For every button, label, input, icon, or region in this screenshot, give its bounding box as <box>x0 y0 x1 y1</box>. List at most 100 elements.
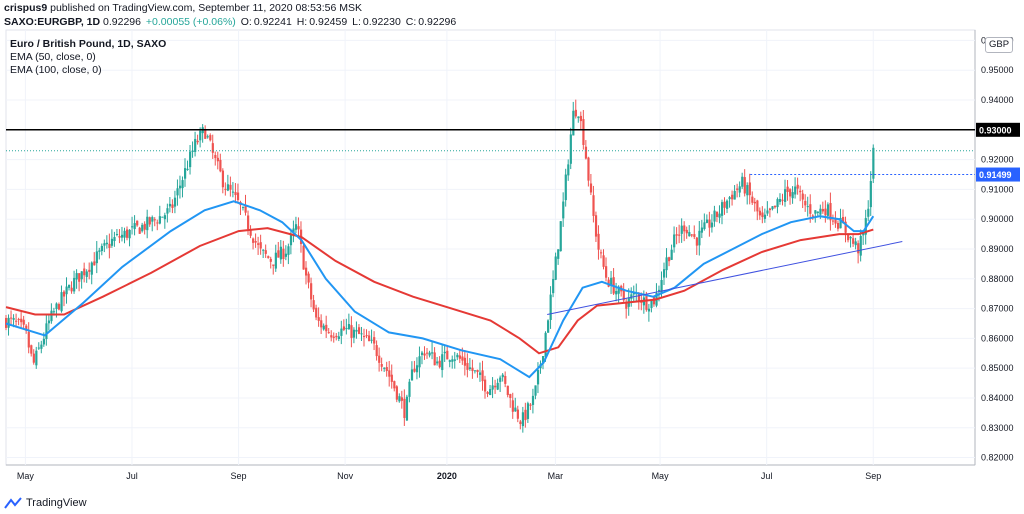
candle-body <box>597 233 600 250</box>
candle-body <box>544 332 547 357</box>
close-label: C: <box>405 16 417 28</box>
candle-body <box>698 230 701 246</box>
candle-body <box>829 202 832 221</box>
candle-body <box>70 287 73 292</box>
candle-body <box>229 184 232 190</box>
candle-body <box>279 246 282 260</box>
high-value: 0.92459 <box>309 16 348 28</box>
candle-body <box>451 359 454 362</box>
candle-body <box>20 318 23 323</box>
candle-body <box>173 197 177 207</box>
candle-body <box>705 219 709 223</box>
x-tick-label: Sep <box>231 471 247 481</box>
candle-body <box>312 300 315 310</box>
candle-body <box>748 182 751 196</box>
candle-body <box>83 268 86 276</box>
candle-body <box>395 386 398 400</box>
candle-body <box>30 345 33 354</box>
candle-body <box>587 157 590 181</box>
candle-body <box>17 319 20 321</box>
y-tick-label: 0.95000 <box>981 65 1014 75</box>
candle-body <box>7 317 10 328</box>
candle-body <box>789 189 792 197</box>
candle-body <box>128 229 131 239</box>
author-name[interactable]: crispus9 <box>4 2 48 14</box>
candle-body <box>557 249 560 259</box>
candle-body <box>153 219 156 221</box>
last-price: 0.92296 <box>103 16 141 28</box>
candle-body <box>375 345 378 357</box>
y-tick-label: 0.82000 <box>981 453 1014 463</box>
candle-body <box>796 184 799 189</box>
legend-ema100[interactable]: EMA (100, close, 0) <box>10 64 102 76</box>
candle-body <box>678 234 681 236</box>
candle-body <box>736 188 739 190</box>
candle-body <box>181 180 184 189</box>
candle-body <box>849 237 852 239</box>
candle-body <box>862 233 865 236</box>
candle-body <box>383 367 386 369</box>
currency-badge[interactable]: GBP <box>985 37 1013 53</box>
candle-body <box>496 382 499 390</box>
candle-body <box>703 222 706 230</box>
candle-body <box>62 291 66 297</box>
legend-ema50[interactable]: EMA (50, close, 0) <box>10 51 96 63</box>
candle-body <box>708 219 711 228</box>
candle-body <box>362 336 366 338</box>
candle-body <box>824 208 827 216</box>
candle-body <box>816 211 819 213</box>
close-value: 0.92296 <box>418 16 457 28</box>
candle-body <box>602 255 605 267</box>
candle-body <box>791 192 794 199</box>
y-tick-label: 0.91000 <box>981 184 1014 194</box>
candle-body <box>453 359 456 361</box>
candle-body <box>448 360 451 362</box>
candle-body <box>136 220 139 226</box>
candle-body <box>196 140 199 143</box>
candle-body <box>320 320 323 328</box>
candle-body <box>146 216 149 231</box>
candle-body <box>390 374 393 382</box>
candle-body <box>599 252 603 254</box>
candle-body <box>441 354 444 371</box>
candle-body <box>161 216 164 218</box>
candle-body <box>758 210 762 216</box>
candle-body <box>473 370 477 372</box>
candle-body <box>5 317 8 328</box>
candle-body <box>105 242 109 245</box>
candle-body <box>519 421 522 425</box>
candle-body <box>821 209 825 212</box>
candle-body <box>277 250 280 258</box>
candle-body <box>294 224 298 230</box>
candle-body <box>380 364 383 367</box>
candle-body <box>650 299 653 308</box>
candle-body <box>194 138 197 152</box>
x-tick-label: May <box>652 471 670 481</box>
candle-body <box>771 206 774 210</box>
candle-body <box>468 367 472 369</box>
candle-body <box>857 243 860 254</box>
candle-body <box>728 197 731 200</box>
candle-body <box>307 273 310 283</box>
candle-body <box>143 223 146 230</box>
candle-body <box>98 250 101 252</box>
candle-body <box>700 227 704 233</box>
candle-body <box>564 174 567 201</box>
candle-body <box>630 294 633 299</box>
y-tick-label: 0.90000 <box>981 214 1014 224</box>
candle-body <box>310 283 313 300</box>
candle-body <box>637 293 640 301</box>
candle-body <box>733 190 736 200</box>
candle-body <box>461 356 464 361</box>
symbol-label[interactable]: SAXO:EURGBP, 1D <box>4 16 101 28</box>
candle-body <box>337 336 340 339</box>
candle-body <box>433 352 436 366</box>
candle-body <box>158 216 161 224</box>
candle-body <box>209 135 212 141</box>
candle-body <box>287 246 290 255</box>
candle-body <box>463 357 467 366</box>
candle-body <box>559 221 562 252</box>
candle-body <box>400 397 404 401</box>
candle-body <box>274 252 277 269</box>
